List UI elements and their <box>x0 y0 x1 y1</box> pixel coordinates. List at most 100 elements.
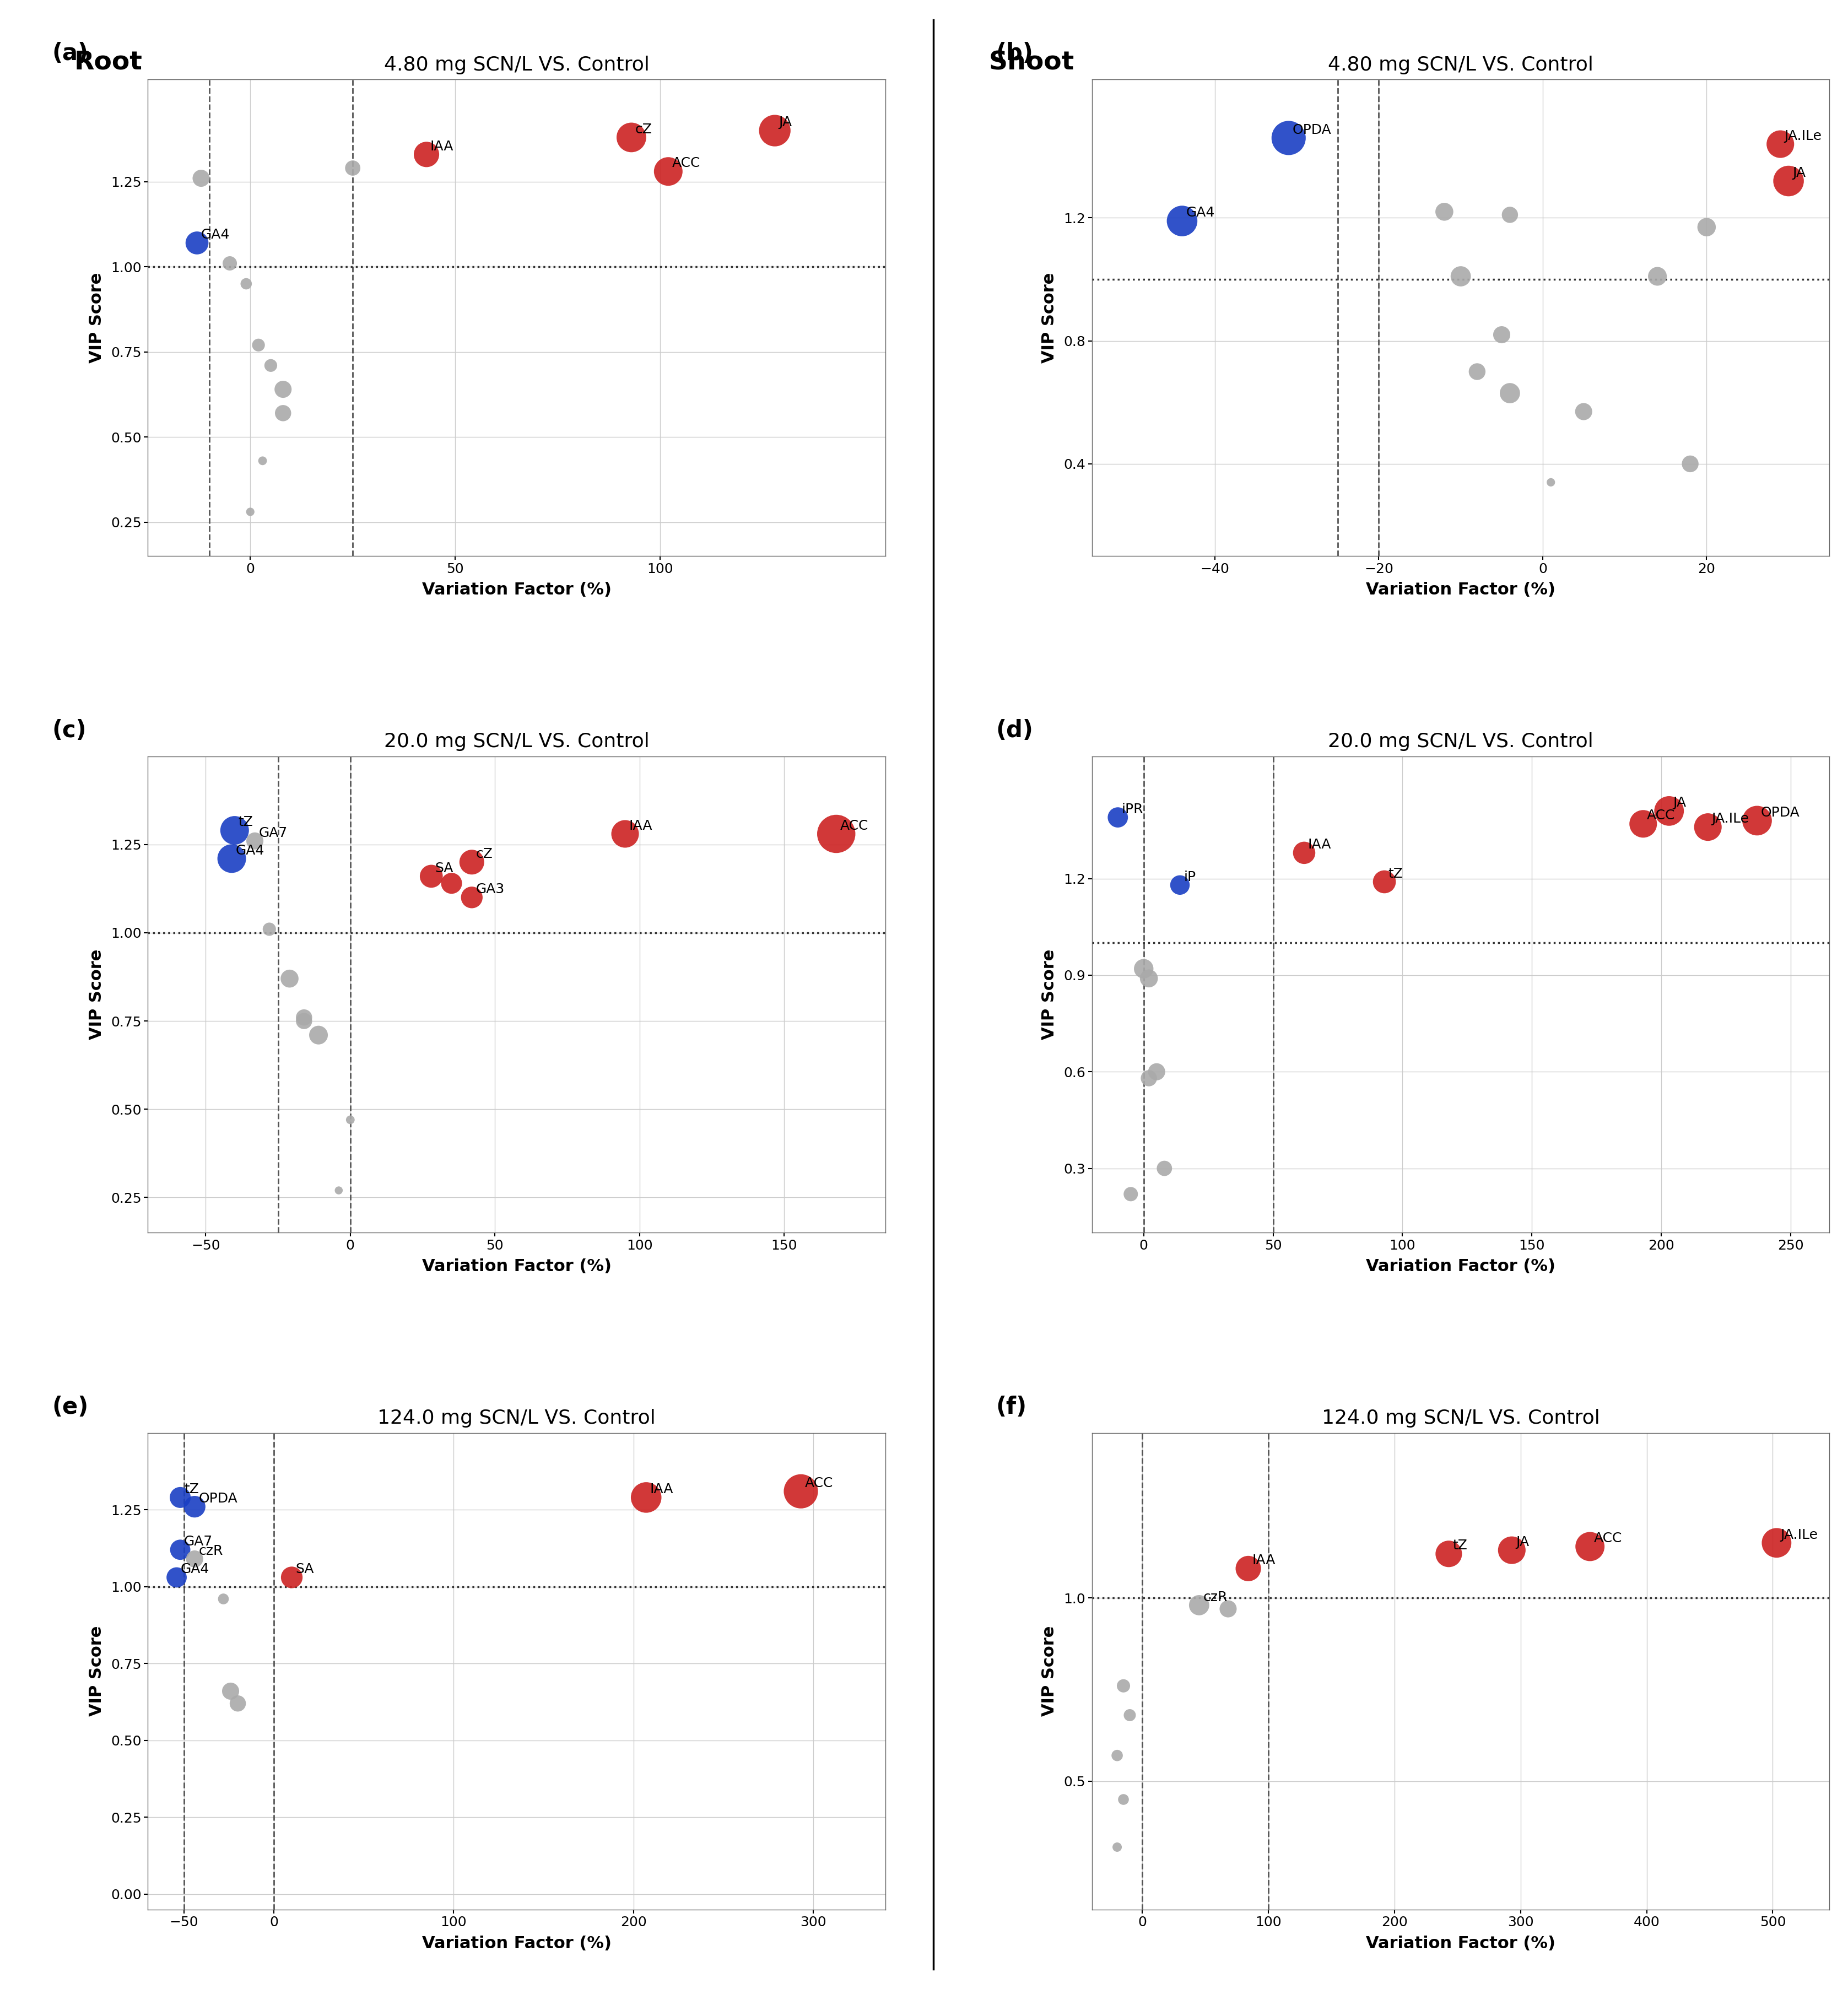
Point <box>1214 1593 1244 1625</box>
Point <box>1643 261 1672 292</box>
Point <box>290 1002 320 1034</box>
Point <box>338 151 368 183</box>
Point <box>235 495 264 527</box>
Y-axis label: VIP Score: VIP Score <box>89 1625 105 1717</box>
Point <box>785 1476 815 1508</box>
Text: OPDA: OPDA <box>1761 806 1800 819</box>
Text: czR: czR <box>198 1543 224 1557</box>
Point <box>240 825 270 857</box>
Point <box>1434 1537 1464 1569</box>
Point <box>1430 195 1460 227</box>
Point <box>822 817 852 849</box>
Text: ACC: ACC <box>1647 810 1676 821</box>
Text: iP: iP <box>1185 871 1196 883</box>
Point <box>1369 865 1399 897</box>
Text: (f): (f) <box>996 1396 1027 1418</box>
Point <box>1654 796 1684 827</box>
Y-axis label: VIP Score: VIP Score <box>89 949 105 1040</box>
Point <box>248 446 277 477</box>
Text: ACC: ACC <box>673 157 700 169</box>
Point <box>1536 465 1565 497</box>
Text: JA: JA <box>1793 167 1805 179</box>
Text: IAA: IAA <box>1253 1553 1275 1567</box>
Title: 4.80 mg SCN/L VS. Control: 4.80 mg SCN/L VS. Control <box>384 56 649 74</box>
X-axis label: Variation Factor (%): Variation Factor (%) <box>1366 583 1556 599</box>
Point <box>1497 1534 1526 1565</box>
Text: JA: JA <box>1672 796 1685 810</box>
X-axis label: Variation Factor (%): Variation Factor (%) <box>421 1935 612 1951</box>
Text: JA.ILe: JA.ILe <box>1780 1528 1818 1541</box>
X-axis label: Variation Factor (%): Variation Factor (%) <box>1366 1259 1556 1275</box>
Point <box>1109 1784 1138 1816</box>
Text: tZ: tZ <box>1388 867 1403 881</box>
Point <box>166 1534 196 1565</box>
Point <box>1116 1177 1146 1209</box>
Point <box>1765 127 1794 159</box>
Point <box>1574 1532 1604 1563</box>
Point <box>244 328 274 360</box>
Point <box>268 398 298 430</box>
Point <box>220 814 249 845</box>
Point <box>303 1018 333 1050</box>
Point <box>1774 165 1804 197</box>
Point <box>1142 1056 1172 1088</box>
Point <box>1495 199 1525 231</box>
Title: 20.0 mg SCN/L VS. Control: 20.0 mg SCN/L VS. Control <box>384 732 649 752</box>
Text: ACC: ACC <box>1593 1532 1623 1545</box>
Point <box>1628 808 1658 839</box>
Point <box>1761 1528 1791 1559</box>
Text: SA: SA <box>296 1563 314 1575</box>
Y-axis label: VIP Score: VIP Score <box>1042 949 1057 1040</box>
Text: cZ: cZ <box>636 123 652 135</box>
Point <box>1135 1062 1164 1094</box>
Text: ACC: ACC <box>841 819 869 831</box>
Text: (e): (e) <box>52 1396 89 1418</box>
Text: Root: Root <box>74 50 142 74</box>
Title: 20.0 mg SCN/L VS. Control: 20.0 mg SCN/L VS. Control <box>1329 732 1593 752</box>
Point <box>163 1561 192 1593</box>
Y-axis label: VIP Score: VIP Score <box>1042 272 1057 364</box>
Point <box>323 1174 353 1205</box>
Point <box>436 867 466 899</box>
Point <box>1693 812 1722 843</box>
Point <box>1290 837 1319 869</box>
Point <box>179 1492 209 1524</box>
Point <box>216 1675 246 1707</box>
Point <box>1273 121 1303 153</box>
Point <box>231 269 261 300</box>
Point <box>1495 378 1525 410</box>
Point <box>1676 448 1706 479</box>
Point <box>336 1104 366 1136</box>
Point <box>456 845 486 877</box>
Text: JA: JA <box>778 115 793 129</box>
Text: OPDA: OPDA <box>198 1492 237 1506</box>
Text: JA: JA <box>1515 1536 1528 1549</box>
Point <box>456 881 486 913</box>
Text: (b): (b) <box>996 42 1033 66</box>
Point <box>257 350 286 382</box>
Title: 124.0 mg SCN/L VS. Control: 124.0 mg SCN/L VS. Control <box>377 1408 656 1428</box>
Text: IAA: IAA <box>650 1482 673 1496</box>
Text: czR: czR <box>1203 1591 1227 1603</box>
X-axis label: Variation Factor (%): Variation Factor (%) <box>421 1259 612 1275</box>
Point <box>187 163 216 195</box>
Point <box>216 843 246 875</box>
Point <box>416 861 445 893</box>
Text: Shoot: Shoot <box>989 50 1074 74</box>
Text: iPR: iPR <box>1122 804 1144 815</box>
Title: 124.0 mg SCN/L VS. Control: 124.0 mg SCN/L VS. Control <box>1321 1408 1600 1428</box>
Text: SA: SA <box>434 861 453 875</box>
Point <box>1488 318 1517 350</box>
Point <box>275 963 305 994</box>
Point <box>1445 261 1475 292</box>
Point <box>1164 869 1194 901</box>
Point <box>760 115 789 147</box>
X-axis label: Variation Factor (%): Variation Factor (%) <box>421 583 612 599</box>
Point <box>209 1583 238 1615</box>
Y-axis label: VIP Score: VIP Score <box>89 272 105 364</box>
Text: ACC: ACC <box>804 1476 833 1490</box>
Point <box>1109 1671 1138 1703</box>
Text: JA.ILe: JA.ILe <box>1711 812 1750 825</box>
Point <box>255 913 285 945</box>
Point <box>1114 1699 1144 1730</box>
